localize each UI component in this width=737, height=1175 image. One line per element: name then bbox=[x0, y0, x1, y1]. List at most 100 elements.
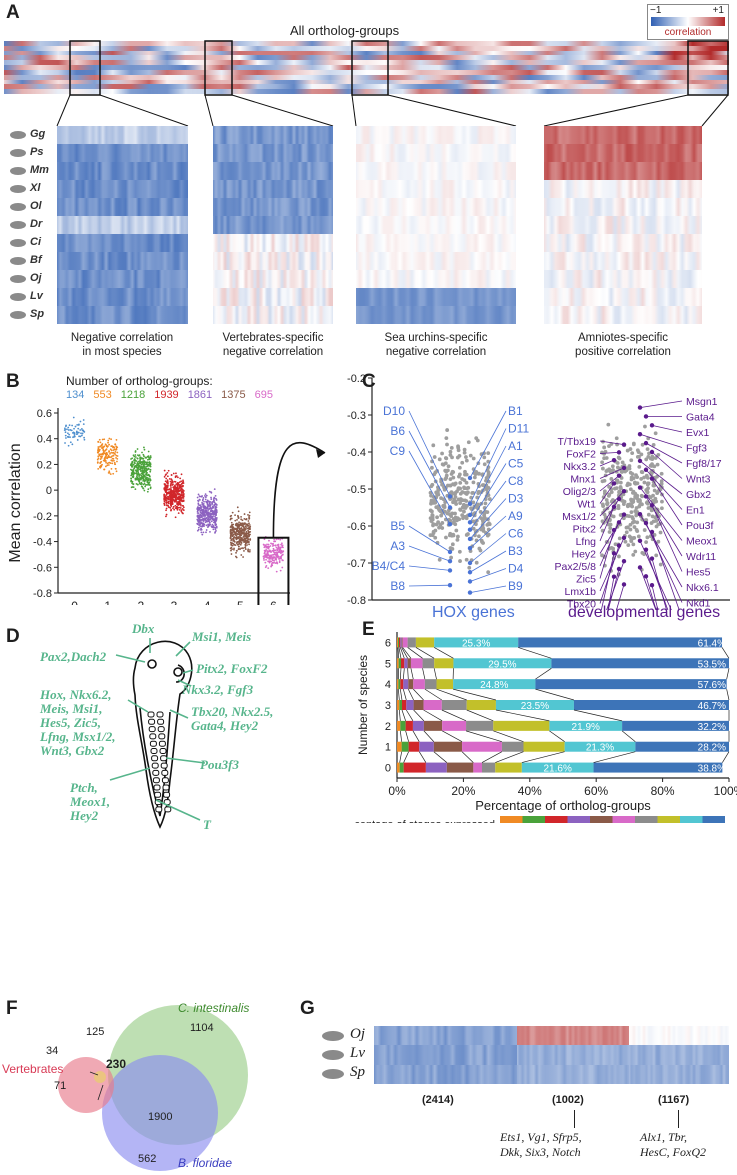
data-point bbox=[275, 554, 278, 557]
data-point bbox=[444, 473, 449, 478]
bar-segment bbox=[397, 658, 399, 669]
hox-point bbox=[467, 527, 473, 532]
data-point bbox=[149, 458, 151, 461]
embryo-gene-label: Hox, Nkx6.2, bbox=[40, 687, 112, 702]
heatmap-row bbox=[544, 288, 702, 307]
data-point bbox=[247, 538, 249, 541]
dev-point bbox=[616, 520, 622, 525]
somite bbox=[153, 784, 161, 791]
venn-value: 1104 bbox=[190, 1022, 214, 1034]
bar-segment bbox=[434, 658, 454, 669]
bar-label: 21.3% bbox=[586, 743, 614, 754]
bar-segment bbox=[453, 658, 552, 669]
data-point bbox=[78, 423, 80, 426]
data-point bbox=[269, 560, 272, 563]
bar-segment bbox=[403, 679, 409, 690]
data-point bbox=[110, 445, 113, 448]
data-point bbox=[170, 497, 172, 500]
data-point bbox=[233, 527, 236, 530]
data-point bbox=[210, 496, 212, 499]
data-point bbox=[434, 490, 439, 495]
data-point bbox=[233, 540, 236, 543]
data-point bbox=[216, 517, 218, 519]
somite bbox=[161, 769, 169, 776]
data-point bbox=[143, 489, 146, 492]
data-point bbox=[248, 517, 251, 520]
dev-point bbox=[637, 565, 643, 570]
data-point bbox=[602, 512, 607, 517]
data-point bbox=[231, 544, 234, 547]
dev-label: Nkx3.2 bbox=[563, 461, 596, 473]
data-point bbox=[112, 449, 115, 452]
data-point bbox=[207, 515, 210, 518]
bar-segment bbox=[401, 637, 403, 648]
data-point bbox=[445, 428, 450, 432]
heatmap-row bbox=[213, 306, 333, 324]
somite bbox=[159, 748, 167, 754]
bar-segment bbox=[397, 720, 401, 731]
x-axis-label: Percentage of ortholog-groups bbox=[475, 798, 651, 813]
panel-label-f: F bbox=[6, 998, 18, 1019]
data-point bbox=[629, 539, 634, 543]
dev-point bbox=[649, 529, 655, 535]
y-tick-label: -0.6 bbox=[33, 562, 52, 574]
data-point bbox=[165, 494, 167, 497]
dev-label: Lfng bbox=[576, 536, 597, 548]
data-point bbox=[462, 485, 466, 490]
data-point bbox=[449, 555, 453, 560]
somite bbox=[158, 733, 166, 740]
heatmap-row bbox=[213, 198, 333, 217]
data-point bbox=[166, 475, 169, 478]
embryo-gene-label: Meis, Msi1, bbox=[40, 701, 103, 716]
data-point bbox=[429, 493, 433, 498]
data-point bbox=[266, 557, 269, 559]
data-point bbox=[166, 484, 168, 487]
dev-label: Meox1 bbox=[686, 536, 718, 548]
data-point bbox=[176, 481, 179, 484]
species-label: Lv bbox=[30, 290, 43, 302]
heatmap-g-3 bbox=[629, 1026, 729, 1084]
somite bbox=[151, 755, 159, 762]
bar-segment bbox=[521, 762, 594, 773]
data-point bbox=[248, 524, 251, 526]
data-point bbox=[464, 557, 469, 562]
y-tick-label: 4 bbox=[385, 679, 391, 691]
data-point bbox=[105, 451, 108, 454]
data-point bbox=[237, 525, 239, 528]
hox-label: D10 bbox=[383, 404, 405, 418]
data-point bbox=[99, 453, 102, 456]
y-tick-label: -0.3 bbox=[347, 410, 366, 422]
series-points-1 bbox=[96, 437, 119, 476]
data-point bbox=[232, 528, 235, 531]
dev-label: Pou3f bbox=[686, 520, 714, 532]
data-point bbox=[611, 546, 616, 551]
data-point bbox=[112, 472, 115, 475]
data-point bbox=[637, 454, 641, 459]
data-point bbox=[145, 465, 148, 468]
dev-point bbox=[643, 547, 649, 552]
zoom-heatmap-sea-urchins bbox=[356, 126, 516, 324]
hox-label: A9 bbox=[508, 509, 523, 523]
data-point bbox=[280, 542, 283, 545]
data-point bbox=[164, 486, 166, 489]
data-point bbox=[451, 521, 456, 525]
hox-label: D11 bbox=[508, 422, 529, 436]
species-silhouette-icon bbox=[322, 1050, 344, 1060]
venn-set-label-amphioxus: B. floridae bbox=[178, 1156, 233, 1170]
data-point bbox=[206, 501, 209, 504]
data-point bbox=[240, 554, 243, 556]
data-point bbox=[136, 457, 139, 460]
data-point bbox=[486, 485, 491, 490]
panel-a-title: All ortholog-groups bbox=[290, 23, 400, 38]
data-point bbox=[232, 530, 235, 532]
data-point bbox=[444, 456, 449, 461]
data-point bbox=[659, 471, 664, 476]
data-point bbox=[631, 536, 636, 541]
data-point bbox=[229, 518, 232, 521]
data-point bbox=[478, 510, 483, 514]
data-point bbox=[138, 462, 140, 465]
somite bbox=[148, 718, 156, 725]
data-point bbox=[182, 506, 185, 509]
data-point bbox=[179, 507, 182, 509]
data-point bbox=[134, 456, 137, 458]
